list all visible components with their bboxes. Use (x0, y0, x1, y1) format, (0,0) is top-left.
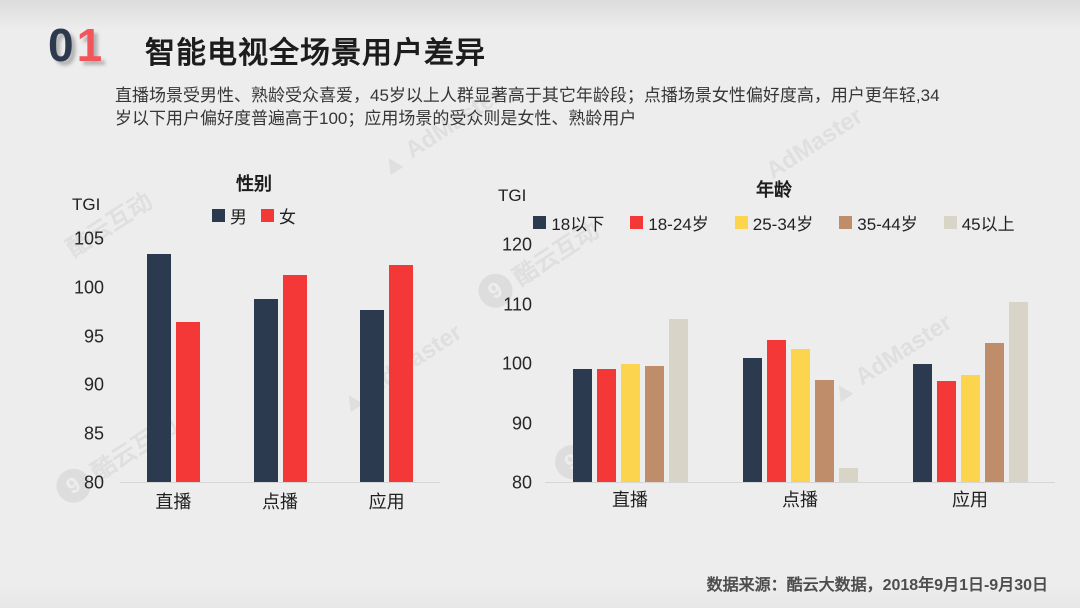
x-axis: 直播 点播 应用 (545, 486, 1055, 512)
legend-item: 女 (261, 203, 296, 228)
subtitle-line: 岁以下用户偏好度普遍高于100；应用场景的受众则是女性、熟龄用户 (115, 109, 637, 128)
legend: 18以下 18-24岁 25-34岁 35-44岁 45以上 (488, 210, 1060, 235)
bar-group (715, 245, 885, 482)
y-axis-label: TGI (498, 186, 527, 205)
x-category-label: 点播 (782, 490, 818, 510)
y-tick-label: 85 (83, 423, 104, 444)
section-digit: 1 (76, 19, 106, 71)
bar (814, 379, 834, 482)
bar (596, 369, 616, 482)
y-tick-label: 100 (73, 277, 104, 298)
y-axis: 80 90 100 110 120 (488, 235, 538, 493)
legend-swatch (261, 209, 274, 222)
bar (360, 309, 385, 482)
legend-item: 45以上 (943, 210, 1015, 235)
legend-item: 18以下 (533, 210, 604, 235)
legend-swatch (630, 216, 644, 229)
section-digit: 0 (48, 19, 77, 71)
legend-swatch (839, 216, 853, 229)
y-axis: 80 85 90 95 100 105 (58, 229, 110, 493)
bar-group (545, 245, 715, 482)
bar (790, 348, 810, 482)
legend-label: 男 (230, 208, 247, 227)
section-number: 01 (48, 18, 105, 72)
x-category-label: 应用 (368, 492, 405, 512)
bar-group (120, 239, 227, 482)
legend-label: 18-24岁 (648, 215, 709, 234)
bar (572, 369, 592, 482)
bar (742, 357, 762, 482)
subtitle: 直播场景受男性、熟龄受众喜爱，45岁以上人群显著高于其它年龄段；点播场景女性偏好… (115, 84, 1030, 130)
legend-swatch (212, 209, 225, 222)
plot-area (120, 239, 440, 483)
y-tick-label: 110 (503, 294, 532, 314)
legend-item: 35-44岁 (839, 210, 918, 235)
page-title: 智能电视全场景用户差异 (145, 37, 486, 70)
data-source-note: 数据来源：酷云大数据，2018年9月1日-9月30日 (706, 577, 1048, 594)
legend-item: 25-34岁 (734, 210, 814, 235)
bar (175, 321, 200, 482)
chart-canvas: 80 90 100 110 120 (488, 235, 1060, 493)
bar (668, 319, 688, 482)
legend-item: 18-24岁 (630, 210, 709, 235)
bar (912, 363, 932, 482)
x-category-label: 应用 (952, 490, 988, 510)
y-tick-label: 100 (501, 353, 532, 374)
x-category-label: 直播 (155, 492, 192, 512)
bar (620, 363, 640, 482)
bar (644, 366, 664, 482)
y-tick-label: 80 (83, 472, 104, 493)
chart-gender: 性别 TGI 男女 80 85 90 95 100 105 直播 点播 应用 (58, 170, 450, 530)
bar (253, 299, 278, 482)
y-axis-label: TGI (72, 195, 101, 214)
y-tick-label: 120 (501, 234, 532, 255)
bar-group (333, 239, 440, 482)
y-tick-label: 90 (511, 413, 532, 433)
y-tick-label: 95 (83, 326, 104, 347)
legend: 男女 (58, 203, 450, 228)
legend-swatch (734, 216, 748, 229)
x-category-label: 直播 (612, 490, 648, 510)
subtitle-line: 直播场景受男性、熟龄受众喜爱，45岁以上人群显著高于其它年龄段；点播场景女性偏好… (115, 86, 940, 105)
chart-age: 年龄 TGI 18以下 18-24岁 25-34岁 35-44岁 45以上 80 90 10… (488, 170, 1060, 530)
y-tick-label: 90 (83, 374, 104, 395)
bar (389, 265, 414, 482)
legend-label: 女 (279, 208, 296, 227)
bar (936, 381, 956, 482)
legend-label: 45以上 (961, 215, 1015, 234)
chart-canvas: 80 85 90 95 100 105 (58, 229, 450, 493)
legend-label: 35-44岁 (857, 215, 918, 234)
chart-title: 年龄 (756, 180, 792, 200)
bar (960, 375, 980, 482)
bar (766, 339, 786, 482)
legend-label: 18以下 (551, 215, 605, 234)
x-axis: 直播 点播 应用 (120, 488, 440, 514)
chart-title: 性别 (236, 174, 272, 194)
bar (146, 253, 171, 482)
legend-swatch (943, 216, 957, 229)
y-tick-label: 80 (511, 472, 532, 493)
plot-area (545, 245, 1055, 483)
bar (838, 468, 858, 482)
bar-group (227, 239, 334, 482)
y-tick-label: 105 (73, 228, 104, 249)
bar (984, 342, 1004, 482)
bar (282, 274, 307, 482)
legend-item: 男 (212, 203, 247, 228)
legend-swatch (533, 216, 547, 229)
legend-label: 25-34岁 (752, 215, 814, 234)
x-category-label: 点播 (262, 492, 298, 512)
bar-group (885, 245, 1055, 482)
bar (1008, 302, 1028, 482)
